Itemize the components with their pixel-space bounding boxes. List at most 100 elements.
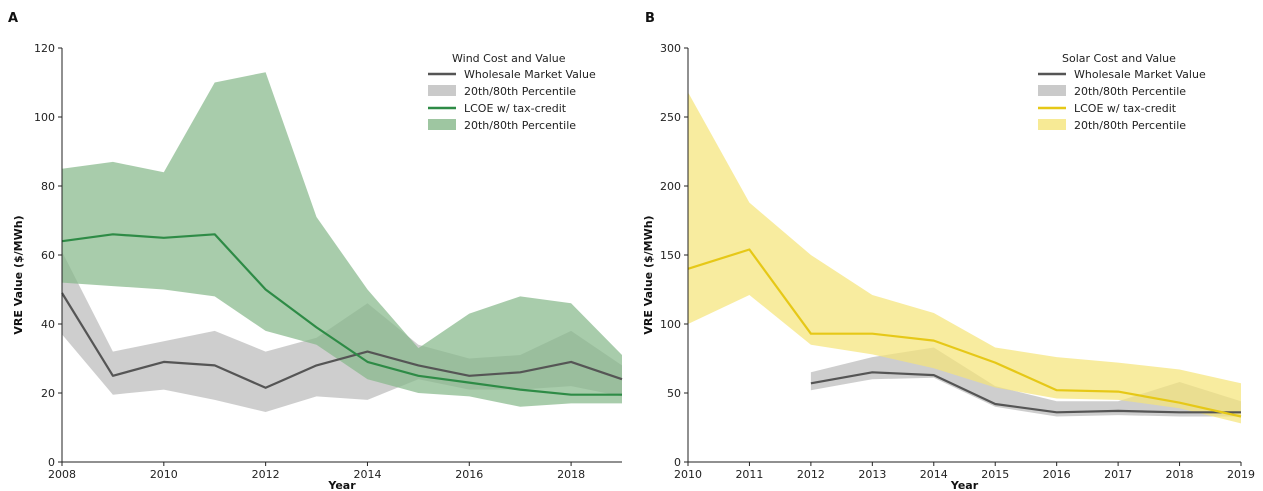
x-tick-label: 2012 — [252, 468, 280, 481]
x-tick-label: 2016 — [1043, 468, 1071, 481]
x-axis-label: Year — [327, 479, 356, 491]
panel-letter: A — [8, 11, 18, 26]
y-tick-80: 80 — [41, 180, 62, 193]
y-tick-label: 40 — [41, 318, 55, 331]
legend: Solar Cost and Value Wholesale Market Val… — [1038, 52, 1206, 132]
x-tick-label: 2019 — [1227, 468, 1255, 481]
x-tick-2016: 2016 — [455, 462, 483, 481]
y-tick-label: 60 — [41, 249, 55, 262]
x-tick-2012: 2012 — [252, 462, 280, 481]
x-tick-2010: 2010 — [674, 462, 702, 481]
y-tick-label: 100 — [34, 111, 55, 124]
x-tick-label: 2012 — [797, 468, 825, 481]
y-tick-200: 200 — [660, 180, 688, 193]
x-tick-2016: 2016 — [1043, 462, 1071, 481]
panel-letter: B — [645, 11, 655, 26]
x-tick-2011: 2011 — [735, 462, 763, 481]
x-tick-label: 2008 — [48, 468, 76, 481]
legend-label: LCOE w/ tax-credit — [464, 102, 567, 115]
legend-label: 20th/80th Percentile — [1074, 119, 1186, 132]
x-tick-label: 2017 — [1104, 468, 1132, 481]
y-tick-label: 0 — [674, 456, 681, 469]
legend-title: Solar Cost and Value — [1062, 52, 1176, 65]
y-tick-label: 100 — [660, 318, 681, 331]
y-axis-label: VRE Value ($/MWh) — [12, 215, 25, 334]
band-3 — [688, 92, 1241, 424]
x-tick-2008: 2008 — [48, 462, 76, 481]
y-tick-0: 0 — [674, 456, 688, 469]
legend-swatch-band — [428, 85, 456, 96]
y-tick-label: 20 — [41, 387, 55, 400]
x-tick-label: 2018 — [1166, 468, 1194, 481]
x-tick-2012: 2012 — [797, 462, 825, 481]
x-tick-label: 2010 — [150, 468, 178, 481]
y-tick-150: 150 — [660, 249, 688, 262]
x-tick-label: 2018 — [557, 468, 585, 481]
x-tick-label: 2010 — [674, 468, 702, 481]
legend-label: Wholesale Market Value — [1074, 68, 1206, 81]
legend-label: 20th/80th Percentile — [1074, 85, 1186, 98]
legend-entry-1: 20th/80th Percentile — [428, 85, 576, 98]
x-tick-2018: 2018 — [1166, 462, 1194, 481]
legend-swatch-band — [428, 119, 456, 130]
legend-entry-3: 20th/80th Percentile — [1038, 119, 1186, 132]
y-tick-100: 100 — [34, 111, 62, 124]
x-tick-2017: 2017 — [1104, 462, 1132, 481]
legend-label: 20th/80th Percentile — [464, 119, 576, 132]
y-tick-label: 300 — [660, 42, 681, 55]
band-3 — [62, 72, 622, 407]
legend-label: 20th/80th Percentile — [464, 85, 576, 98]
y-tick-100: 100 — [660, 318, 688, 331]
x-tick-2013: 2013 — [858, 462, 886, 481]
x-tick-label: 2016 — [455, 468, 483, 481]
chart-panel-a: 0 20 40 60 80 100 120 2008 2010 2012 2014 2016 2018 A… — [8, 11, 623, 491]
y-tick-40: 40 — [41, 318, 62, 331]
legend-swatch-band — [1038, 119, 1066, 130]
x-tick-label: 2014 — [353, 468, 381, 481]
legend-entry-2: LCOE w/ tax-credit — [1038, 102, 1177, 115]
y-tick-label: 150 — [660, 249, 681, 262]
y-tick-label: 0 — [48, 456, 55, 469]
x-axis-label: Year — [950, 479, 979, 491]
series-line-0 — [61, 292, 623, 389]
legend-entry-2: LCOE w/ tax-credit — [428, 102, 567, 115]
legend-entry-0: Wholesale Market Value — [1038, 68, 1206, 81]
legend-label: Wholesale Market Value — [464, 68, 596, 81]
x-tick-2018: 2018 — [557, 462, 585, 481]
x-tick-label: 2014 — [920, 468, 948, 481]
y-axis-label: VRE Value ($/MWh) — [642, 215, 655, 334]
x-tick-2015: 2015 — [981, 462, 1009, 481]
x-tick-label: 2015 — [981, 468, 1009, 481]
legend-entry-3: 20th/80th Percentile — [428, 119, 576, 132]
x-tick-2010: 2010 — [150, 462, 178, 481]
y-tick-300: 300 — [660, 42, 688, 55]
series-line-2 — [61, 233, 622, 396]
legend-title: Wind Cost and Value — [452, 52, 566, 65]
y-tick-120: 120 — [34, 42, 62, 55]
x-tick-2014: 2014 — [920, 462, 948, 481]
y-tick-label: 80 — [41, 180, 55, 193]
y-tick-20: 20 — [41, 387, 62, 400]
chart-panel-b: 0 50 100 150 200 250 300 2010 2011 2012 2013 2014 20… — [642, 11, 1255, 491]
y-tick-250: 250 — [660, 111, 688, 124]
legend-entry-0: Wholesale Market Value — [428, 68, 596, 81]
x-tick-2019: 2019 — [1227, 462, 1255, 481]
legend-swatch-band — [1038, 85, 1066, 96]
y-tick-50: 50 — [667, 387, 688, 400]
y-tick-label: 200 — [660, 180, 681, 193]
legend-entry-1: 20th/80th Percentile — [1038, 85, 1186, 98]
y-tick-label: 50 — [667, 387, 681, 400]
y-tick-label: 120 — [34, 42, 55, 55]
x-tick-label: 2013 — [858, 468, 886, 481]
x-tick-2014: 2014 — [353, 462, 381, 481]
y-tick-0: 0 — [48, 456, 62, 469]
series-line-0 — [810, 371, 1241, 414]
series-line-2 — [687, 248, 1242, 418]
legend: Wind Cost and Value Wholesale Market Valu… — [428, 52, 596, 132]
y-tick-label: 250 — [660, 111, 681, 124]
y-tick-60: 60 — [41, 249, 62, 262]
legend-label: LCOE w/ tax-credit — [1074, 102, 1177, 115]
x-tick-label: 2011 — [735, 468, 763, 481]
